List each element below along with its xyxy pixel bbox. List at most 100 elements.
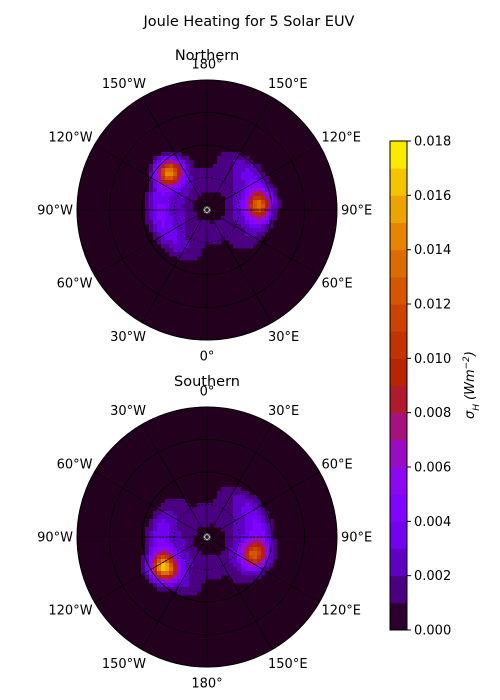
- heat-cell-southern: [273, 547, 278, 552]
- colorbar-segment: [390, 195, 407, 223]
- heat-cell-southern: [145, 555, 150, 560]
- heat-cell-southern: [185, 523, 190, 528]
- colorbar: 0.000 0.002 0.004 0.006 0.008 0.010 0.012 0.014…: [389, 135, 482, 639]
- heat-cell-southern: [257, 527, 262, 532]
- heat-cell-northern: [165, 176, 170, 181]
- heat-cell-northern: [241, 164, 246, 169]
- heat-cell-southern: [217, 511, 222, 516]
- heat-cell-southern: [173, 571, 178, 576]
- heat-cell-northern: [225, 200, 230, 205]
- heat-cell-northern: [177, 220, 182, 225]
- heat-cell-northern: [185, 180, 190, 185]
- heat-cell-southern: [185, 587, 190, 592]
- heat-cell-southern: [245, 531, 250, 536]
- heat-cell-northern: [173, 188, 178, 193]
- heat-cell-southern: [185, 591, 190, 596]
- heat-cell-northern: [193, 216, 198, 221]
- heat-cell-northern: [217, 168, 222, 173]
- heat-cell-southern: [245, 559, 250, 564]
- heat-cell-southern: [269, 519, 274, 524]
- colorbar-segments: [390, 141, 407, 631]
- heat-cell-southern: [221, 491, 226, 496]
- heat-cell-northern: [177, 168, 182, 173]
- heat-cell-northern: [197, 180, 202, 185]
- heat-cell-southern: [213, 559, 218, 564]
- heat-cell-southern: [141, 567, 146, 572]
- heat-cell-southern: [185, 555, 190, 560]
- lon-label-southern: 60°E: [321, 458, 352, 473]
- heat-cell-southern: [233, 539, 238, 544]
- heat-cell-northern: [265, 180, 270, 185]
- heat-cell-northern: [149, 180, 154, 185]
- heat-cell-southern: [177, 499, 182, 504]
- heat-cell-northern: [221, 152, 226, 157]
- heat-cell-southern: [201, 515, 206, 520]
- heat-cell-northern: [169, 176, 174, 181]
- heat-cell-southern: [173, 523, 178, 528]
- heat-cell-southern: [181, 575, 186, 580]
- heat-cell-northern: [257, 224, 262, 229]
- heat-cell-northern: [229, 184, 234, 189]
- heat-cell-southern: [193, 591, 198, 596]
- heat-cell-northern: [145, 212, 150, 217]
- heat-cell-northern: [189, 248, 194, 253]
- heat-cell-southern: [221, 515, 226, 520]
- heat-cell-southern: [229, 511, 234, 516]
- heat-cell-southern: [169, 575, 174, 580]
- heat-cell-southern: [177, 527, 182, 532]
- heat-cell-northern: [185, 232, 190, 237]
- heat-cell-northern: [193, 232, 198, 237]
- heat-cell-northern: [177, 200, 182, 205]
- heat-cell-northern: [233, 236, 238, 241]
- heat-cell-southern: [233, 567, 238, 572]
- heat-cell-southern: [193, 511, 198, 516]
- heat-cell-northern: [153, 224, 158, 229]
- heat-cell-southern: [233, 507, 238, 512]
- heat-cell-southern: [185, 531, 190, 536]
- heat-cell-southern: [241, 563, 246, 568]
- heat-cell-northern: [245, 180, 250, 185]
- heat-cell-southern: [169, 579, 174, 584]
- heat-cell-northern: [153, 212, 158, 217]
- heat-cell-southern: [225, 551, 230, 556]
- heat-cell-southern: [217, 519, 222, 524]
- heat-cell-southern: [157, 575, 162, 580]
- heat-cell-northern: [213, 240, 218, 245]
- heat-cell-northern: [225, 204, 230, 209]
- heat-cell-southern: [249, 563, 254, 568]
- heat-cell-southern: [189, 555, 194, 560]
- heat-cell-northern: [265, 176, 270, 181]
- heat-cell-northern: [265, 216, 270, 221]
- heat-cell-southern: [153, 523, 158, 528]
- heat-cell-northern: [153, 184, 158, 189]
- heat-cell-southern: [177, 547, 182, 552]
- heat-cell-southern: [257, 511, 262, 516]
- lon-label-southern: 90°E: [341, 531, 372, 546]
- lon-label-northern: 180°: [191, 58, 222, 73]
- heat-cell-southern: [221, 487, 226, 492]
- heat-cell-southern: [261, 551, 266, 556]
- heat-cell-southern: [173, 507, 178, 512]
- heat-cell-southern: [229, 503, 234, 508]
- heat-cell-southern: [169, 531, 174, 536]
- heat-cell-southern: [229, 487, 234, 492]
- heat-cell-northern: [149, 216, 154, 221]
- heat-cell-northern: [233, 188, 238, 193]
- heat-cell-northern: [177, 152, 182, 157]
- heat-cell-southern: [177, 587, 182, 592]
- heat-cell-southern: [197, 579, 202, 584]
- heat-cell-northern: [209, 228, 214, 233]
- heat-cell-southern: [145, 531, 150, 536]
- heat-cell-northern: [213, 188, 218, 193]
- heat-cell-southern: [217, 499, 222, 504]
- heat-cell-southern: [149, 579, 154, 584]
- heat-cell-southern: [181, 563, 186, 568]
- colorbar-segment: [390, 494, 407, 522]
- colorbar-segment: [390, 168, 407, 196]
- heat-cell-southern: [181, 559, 186, 564]
- heat-cell-northern: [253, 196, 258, 201]
- heat-cell-northern: [273, 192, 278, 197]
- heat-cell-southern: [189, 547, 194, 552]
- heat-cell-southern: [265, 551, 270, 556]
- heat-cell-southern: [193, 531, 198, 536]
